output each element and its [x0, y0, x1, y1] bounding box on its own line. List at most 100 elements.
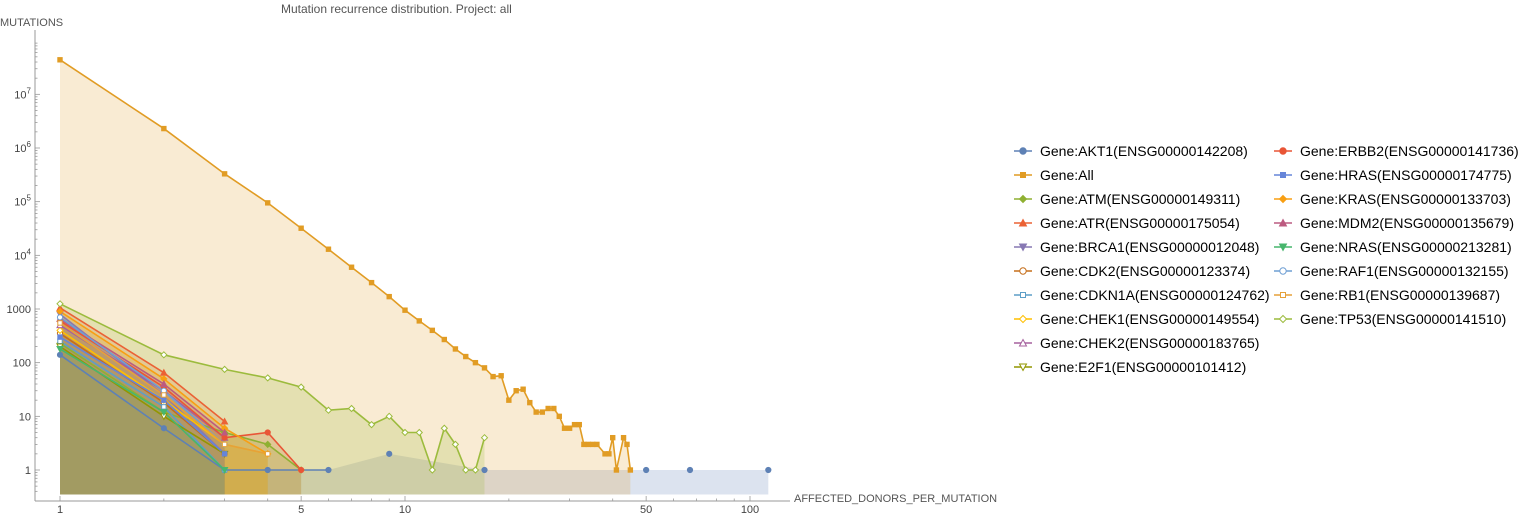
- data-point: [161, 125, 167, 132]
- data-point: [324, 406, 333, 414]
- data-point: [325, 246, 332, 252]
- legend-label: Gene:CDK2(ENSG00000123374): [1040, 263, 1251, 279]
- data-point: [264, 374, 272, 382]
- axes: [34, 30, 790, 502]
- legend-swatch-icon: [1014, 243, 1032, 252]
- legend-item: Gene:E2F1(ENSG00000101412): [1014, 355, 1274, 379]
- data-point: [441, 336, 448, 343]
- legend-swatch-icon: [1014, 147, 1032, 155]
- data-point: [221, 451, 228, 457]
- data-point: [462, 466, 470, 474]
- data-point: [161, 397, 167, 403]
- series-area-4: [60, 314, 225, 495]
- series-area-17: [60, 303, 485, 495]
- data-point: [348, 264, 355, 270]
- legend-item: Gene:KRAS(ENSG00000133703): [1274, 187, 1534, 211]
- data-point: [297, 383, 305, 391]
- data-point: [385, 412, 393, 421]
- data-point: [160, 379, 168, 388]
- data-point: [627, 467, 634, 473]
- y-tick-label: 10: [19, 411, 31, 423]
- data-point: [571, 421, 578, 428]
- data-point: [545, 405, 551, 412]
- series-line-16: [59, 322, 268, 455]
- data-point: [452, 346, 459, 352]
- legend-item: Gene:HRAS(ENSG00000174775): [1274, 163, 1534, 187]
- y-tick-label: 104: [14, 247, 31, 262]
- legend-label: Gene:ATR(ENSG00000175054): [1040, 215, 1240, 231]
- data-point: [57, 320, 63, 326]
- data-point: [56, 326, 64, 335]
- legend-item: Gene:RAF1(ENSG00000132155): [1274, 259, 1534, 283]
- series-markers: [56, 57, 772, 475]
- y-tick-label: 100: [13, 358, 31, 370]
- x-tick-label: 50: [640, 504, 652, 515]
- data-point: [415, 428, 423, 437]
- data-point: [471, 466, 480, 474]
- data-point: [57, 334, 63, 340]
- data-point: [264, 429, 271, 436]
- data-point: [347, 404, 356, 413]
- legend-swatch-icon: [1014, 314, 1032, 324]
- legend-label: Gene:HRAS(ENSG00000174775): [1300, 167, 1512, 183]
- legend-item: Gene:CDKN1A(ENSG00000124762): [1014, 283, 1274, 307]
- data-point: [368, 279, 375, 286]
- legend-swatch-icon: [1014, 363, 1032, 372]
- legend-item: Gene:All: [1014, 163, 1274, 187]
- legend-swatch-icon: [1274, 292, 1292, 298]
- data-point: [585, 441, 592, 448]
- legend-item: Gene:NRAS(ENSG00000213281): [1274, 235, 1534, 259]
- legend-swatch-icon: [1014, 292, 1032, 298]
- legend-label: Gene:All: [1040, 167, 1094, 183]
- legend-label: Gene:CHEK1(ENSG00000149554): [1040, 311, 1260, 327]
- data-point: [221, 441, 228, 448]
- data-point: [416, 318, 422, 324]
- data-point: [539, 409, 545, 415]
- y-tick-label: 107: [14, 86, 31, 101]
- legend-label: Gene:CHEK2(ENSG00000183765): [1040, 335, 1260, 351]
- data-point: [298, 466, 305, 474]
- data-point: [428, 466, 437, 474]
- series-area-6: [60, 341, 225, 495]
- x-tick-label: 100: [741, 504, 759, 515]
- legend-label: Gene:ERBB2(ENSG00000141736): [1300, 143, 1519, 159]
- data-point: [594, 441, 600, 448]
- legend-swatch-icon: [1274, 267, 1292, 275]
- legend-label: Gene:KRAS(ENSG00000133703): [1300, 191, 1511, 207]
- legend-label: Gene:AKT1(ENSG00000142208): [1040, 143, 1248, 159]
- chart-plot-area: 1 10 100 1000 104 105 106 107 1 5 10 50 100: [7, 30, 790, 515]
- data-point: [527, 399, 533, 406]
- legend-swatch-icon: [1014, 194, 1032, 204]
- legend-item: Gene:ATM(ENSG00000149311): [1014, 187, 1274, 211]
- legend-label: Gene:RB1(ENSG00000139687): [1300, 287, 1501, 303]
- data-point: [161, 392, 167, 398]
- x-tick-label: 1: [57, 504, 63, 515]
- series-line-12: [59, 310, 269, 455]
- legend-item: Gene:RB1(ENSG00000139687): [1274, 283, 1534, 307]
- data-point: [686, 466, 694, 474]
- data-point: [265, 451, 271, 457]
- data-point: [57, 338, 63, 345]
- data-point: [533, 409, 539, 415]
- series-area-1: [60, 59, 631, 495]
- data-point: [481, 466, 488, 474]
- series-area-0: [60, 354, 769, 495]
- legend-label: Gene:BRCA1(ENSG00000012048): [1040, 239, 1260, 255]
- legend-item: Gene:TP53(ENSG00000141510): [1274, 307, 1534, 331]
- data-point: [220, 417, 229, 425]
- data-point: [765, 466, 772, 474]
- data-point: [160, 409, 168, 417]
- data-point: [566, 425, 573, 431]
- data-point: [490, 373, 496, 380]
- x-tick-label: 5: [298, 504, 304, 515]
- y-axis-title: MUTATIONS: [0, 17, 64, 29]
- data-point: [480, 433, 489, 442]
- data-point: [451, 440, 460, 449]
- data-point: [581, 441, 587, 448]
- y-tick-label: 105: [14, 194, 31, 209]
- data-point: [401, 428, 409, 437]
- legend-item: Gene:CDK2(ENSG00000123374): [1014, 259, 1274, 283]
- legend-item: Gene:CHEK1(ENSG00000149554): [1014, 307, 1274, 331]
- legend-label: Gene:RAF1(ENSG00000132155): [1300, 263, 1509, 279]
- x-axis-title: AFFECTED_DONORS_PER_MUTATION: [794, 493, 998, 505]
